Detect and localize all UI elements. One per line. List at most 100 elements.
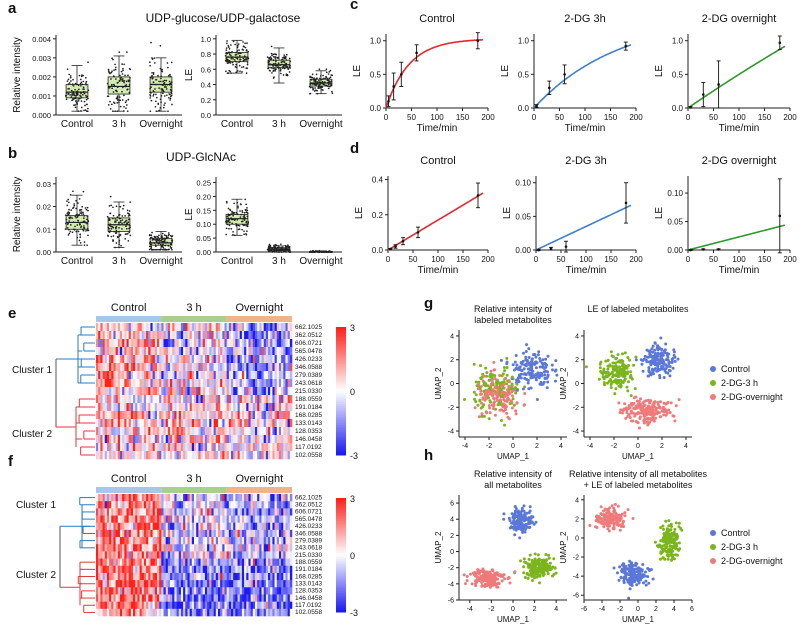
heatmap-cell xyxy=(239,427,243,436)
heatmap-cell xyxy=(222,331,225,340)
heatmap-cell xyxy=(278,387,282,396)
heatmap-cell xyxy=(133,565,136,574)
heatmap-cell xyxy=(178,411,182,420)
heatmap-cell xyxy=(289,529,293,538)
heatmap-cell xyxy=(259,544,262,552)
heatmap-cell xyxy=(250,355,254,364)
heatmap-cell xyxy=(274,363,278,372)
heatmap-cell xyxy=(156,601,160,610)
heatmap-cell xyxy=(109,411,112,420)
data-point xyxy=(266,56,269,58)
heatmap-cell xyxy=(113,501,116,509)
heatmap-cell xyxy=(185,443,188,452)
colorbar-segment xyxy=(336,499,346,503)
heatmap-cell xyxy=(207,544,210,552)
heatmap-cell xyxy=(183,551,186,559)
data-point xyxy=(149,110,152,113)
heatmap-cell xyxy=(287,395,291,404)
heatmap-cell xyxy=(265,594,269,602)
heatmap-cell xyxy=(161,494,164,502)
data-point xyxy=(164,248,166,251)
heatmap-cell xyxy=(274,443,278,452)
heatmap-cell xyxy=(170,347,173,356)
heatmap-cell xyxy=(270,435,273,444)
heatmap-cell xyxy=(259,515,262,524)
data-point xyxy=(66,204,69,207)
heatmap-cell xyxy=(189,558,193,567)
colorbar-segment xyxy=(336,414,346,418)
heatmap-cell xyxy=(281,565,284,574)
heatmap-cell xyxy=(252,363,256,372)
colorbar-segment xyxy=(336,560,346,564)
heatmap-cell xyxy=(191,572,195,581)
heatmap-cell xyxy=(100,411,103,420)
heatmap-cell xyxy=(109,594,112,602)
heatmap-cell xyxy=(111,494,114,502)
data-point xyxy=(122,80,125,82)
heatmap-cell xyxy=(209,387,212,396)
y-tick-label: 0.2 xyxy=(201,96,211,105)
data-point xyxy=(150,86,152,89)
heatmap-cell xyxy=(265,347,269,356)
heatmap-cell xyxy=(170,565,173,574)
heatmap-cell xyxy=(122,419,125,428)
heatmap-cell xyxy=(213,508,217,516)
heatmap-cell xyxy=(146,443,149,452)
heatmap-cell xyxy=(126,339,129,348)
data-point xyxy=(87,234,89,237)
data-point xyxy=(79,233,82,236)
heatmap-cell xyxy=(100,537,103,545)
heatmap-cell xyxy=(96,558,99,567)
heatmap-cell xyxy=(237,347,241,356)
heatmap-cell xyxy=(235,572,238,581)
y-axis-label: Relative intensity xyxy=(12,37,23,113)
heatmap-cell xyxy=(185,522,188,531)
heatmap-cell xyxy=(217,558,221,567)
data-point xyxy=(158,238,161,241)
heatmap-cell xyxy=(244,387,247,396)
heatmap-cell xyxy=(189,435,193,444)
heatmap-cell xyxy=(200,522,204,531)
data-point xyxy=(230,213,232,215)
heatmap-cell xyxy=(167,331,171,340)
heatmap-cell xyxy=(224,435,227,444)
heatmap-cell xyxy=(213,601,217,610)
heatmap-cell xyxy=(246,537,249,545)
heatmap-cell xyxy=(133,601,136,610)
data-point xyxy=(271,246,274,249)
data-point xyxy=(77,110,80,113)
data-point xyxy=(81,228,84,231)
heatmap-cell xyxy=(96,427,99,436)
data-point xyxy=(160,239,163,241)
group-label: Control xyxy=(111,473,146,485)
heatmap-cell xyxy=(287,347,291,356)
heatmap-cell xyxy=(109,508,112,516)
heatmap-cell xyxy=(283,501,286,509)
x-axis-label: Time/min xyxy=(565,123,606,134)
heatmap-cell xyxy=(178,323,182,332)
heatmap-cell xyxy=(139,501,143,509)
heatmap-cell xyxy=(117,501,121,509)
data-point xyxy=(242,41,244,43)
heatmap-cell xyxy=(137,403,140,412)
heatmap-cell xyxy=(207,587,210,595)
heatmap-cell xyxy=(106,551,110,559)
heatmap-cell xyxy=(224,427,227,436)
heatmap-cell xyxy=(265,363,269,372)
heatmap-cell xyxy=(135,601,138,610)
heatmap-cell xyxy=(224,347,227,356)
heatmap-cell xyxy=(274,537,278,545)
heatmap-cell xyxy=(98,580,101,588)
heatmap-cell xyxy=(111,323,114,332)
data-point xyxy=(121,228,123,230)
heatmap-cell xyxy=(283,323,286,332)
heatmap-cell xyxy=(156,587,160,595)
heatmap-cell xyxy=(185,508,188,516)
panel-label-a: a xyxy=(8,0,17,17)
heatmap-cell xyxy=(154,551,158,559)
heatmap-cell xyxy=(248,522,251,531)
data-point xyxy=(115,227,117,230)
data-point xyxy=(150,41,152,44)
heatmap-cell xyxy=(156,323,160,332)
